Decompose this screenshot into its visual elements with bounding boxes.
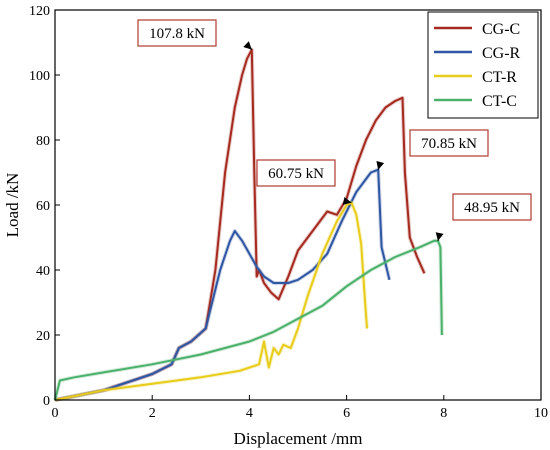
- x-tick-label: 10: [534, 406, 548, 421]
- legend-label: CT-C: [482, 93, 517, 110]
- x-tick-label: 2: [149, 406, 156, 421]
- y-tick-label: 100: [29, 69, 50, 84]
- y-tick-label: 60: [36, 199, 50, 214]
- legend: CG-C CG-R CT-R CT-C: [427, 11, 539, 119]
- x-tick-label: 8: [440, 406, 447, 421]
- annotation-box: [137, 19, 217, 47]
- series-layer: [53, 47, 444, 402]
- y-tick-label: 20: [36, 329, 50, 344]
- x-axis-label: Displacement /mm: [234, 429, 363, 448]
- annotation-label: 70.85 kN: [421, 136, 477, 152]
- annotation-arrowhead: [243, 41, 252, 50]
- series-line-cg-r: [54, 168, 391, 401]
- y-axis-label: Load /kN: [3, 173, 22, 238]
- annotations-layer: 107.8 kN 70.85 kN 60.75 kN 48.95 kN: [137, 19, 532, 242]
- annotation-label: 48.95 kN: [464, 200, 520, 216]
- annotation-label: 60.75 kN: [268, 166, 324, 182]
- annotation-box: [256, 159, 336, 187]
- y-tick-label: 80: [36, 134, 50, 149]
- annotation-arrowhead: [376, 160, 385, 170]
- annotation-0: 107.8 kN: [137, 19, 253, 51]
- x-tick-label: 0: [52, 406, 59, 421]
- series-line-cg-c: [54, 48, 426, 401]
- annotation-arrowhead: [435, 232, 444, 241]
- annotation-arrowhead: [342, 197, 352, 205]
- legend-label: CG-R: [482, 45, 521, 62]
- legend-label: CG-C: [482, 21, 520, 38]
- annotation-1: 70.85 kN: [376, 129, 489, 170]
- x-tick-label: 4: [246, 406, 253, 421]
- annotation-2: 60.75 kN: [256, 159, 352, 205]
- series-line-ct-r: [54, 201, 368, 401]
- legend-label: CT-R: [482, 69, 517, 86]
- annotation-label: 107.8 kN: [149, 26, 205, 42]
- series-halo-ct-c: [53, 238, 444, 401]
- x-tick-label: 6: [343, 406, 350, 421]
- y-tick-label: 0: [43, 394, 50, 409]
- y-tick-label: 120: [29, 4, 50, 19]
- annotation-box: [452, 193, 532, 221]
- y-tick-label: 40: [36, 264, 50, 279]
- annotation-3: 48.95 kN: [435, 193, 532, 242]
- series-halo-cg-c: [54, 47, 427, 402]
- annotation-box: [409, 129, 489, 157]
- series-line-ct-c: [54, 239, 443, 401]
